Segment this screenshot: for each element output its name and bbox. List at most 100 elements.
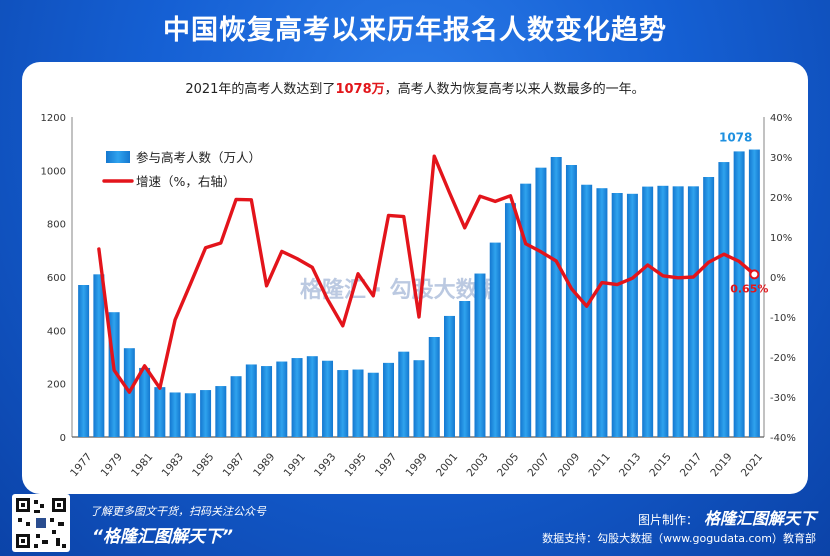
- y-right-tick-label: -10%: [770, 313, 796, 324]
- bar-2013: [626, 193, 638, 437]
- bar-2014: [642, 186, 654, 437]
- legend-bar-swatch: [106, 151, 130, 163]
- x-tick-label: 2021: [739, 451, 765, 479]
- watermark: 格隆汇 · 勾股大数据: [300, 278, 500, 303]
- footer-credit-brand: 格隆汇图解天下: [703, 509, 816, 528]
- bar-1989: [261, 366, 273, 437]
- x-tick-label: 2007: [525, 451, 551, 479]
- footer-promo-text: 了解更多图文干货，扫码关注公众号: [90, 505, 266, 518]
- y-right-tick-label: 40%: [770, 113, 792, 124]
- bar-1998: [398, 351, 410, 437]
- x-tick-label: 1991: [282, 451, 308, 479]
- growth-value-label-2021: 0.65%: [730, 282, 768, 295]
- x-tick-label: 2015: [647, 451, 673, 479]
- x-tick-label: 2011: [586, 451, 612, 479]
- bar-2011: [596, 188, 608, 437]
- subtitle-highlight: 1078万: [335, 82, 385, 97]
- footer-account-name: “格隆汇图解天下”: [92, 527, 233, 547]
- y-right-tick-label: 0%: [770, 273, 786, 284]
- y-left-tick-label: 200: [47, 380, 66, 391]
- bar-1991: [291, 358, 303, 437]
- y-right-tick-label: -20%: [770, 353, 796, 364]
- bar-1983: [169, 392, 181, 437]
- bar-1990: [276, 361, 288, 437]
- x-tick-label: 2013: [617, 451, 643, 479]
- bar-1982: [154, 387, 166, 437]
- bar-2003: [474, 273, 486, 437]
- bar-2017: [687, 186, 699, 437]
- footer-data-support: 数据支持：勾股大数据（www.gogudata.com）教育部: [542, 532, 816, 545]
- bar-1996: [367, 372, 379, 437]
- bar-1979: [108, 312, 120, 437]
- x-tick-label: 2009: [556, 451, 582, 479]
- x-tick-label: 2001: [434, 451, 460, 479]
- bar-2015: [657, 185, 669, 437]
- bar-1994: [337, 370, 349, 437]
- bar-2018: [703, 177, 715, 437]
- y-right-tick-label: 30%: [770, 153, 792, 164]
- x-tick-label: 1989: [251, 451, 277, 479]
- bar-1984: [184, 393, 196, 437]
- footer-credit: 图片制作： 格隆汇图解天下: [638, 505, 816, 529]
- bar-2000: [428, 337, 440, 437]
- legend-line-label: 增速（%，右轴）: [136, 174, 235, 189]
- x-tick-label: 1997: [373, 451, 399, 479]
- y-right-tick-label: 20%: [770, 193, 792, 204]
- bar-1987: [230, 376, 242, 437]
- bar-1985: [200, 390, 212, 437]
- bar-1992: [306, 356, 318, 437]
- y-left-tick-label: 400: [47, 326, 66, 337]
- y-right-tick-label: -30%: [770, 393, 796, 404]
- bar-1999: [413, 360, 425, 437]
- bar-2021: [748, 149, 760, 438]
- bar-1997: [383, 362, 394, 437]
- chart-subtitle: 2021年的高考人数达到了1078万，高考人数为恢复高考以来人数最多的一年。: [0, 78, 830, 97]
- bar-1988: [245, 364, 257, 437]
- bar-1977: [78, 285, 90, 437]
- bar-2004: [489, 242, 501, 437]
- bar-2006: [520, 183, 532, 437]
- x-tick-label: 2005: [495, 451, 521, 479]
- growth-line-series: [97, 154, 757, 394]
- bar-2001: [444, 315, 455, 437]
- subtitle-prefix: 2021年的高考人数达到了: [185, 82, 336, 97]
- bar-1981: [139, 367, 151, 437]
- bar-2002: [459, 301, 471, 437]
- x-tick-label: 1983: [160, 451, 186, 479]
- bar-1986: [215, 386, 227, 437]
- bar-2020: [733, 151, 745, 437]
- y-left-tick-label: 1000: [41, 166, 66, 177]
- y-right-tick-label: -40%: [770, 433, 796, 444]
- y-left-tick-label: 600: [47, 273, 66, 284]
- y-left-tick-label: 1200: [41, 113, 66, 124]
- bar-2008: [550, 157, 562, 437]
- bar-2010: [581, 184, 593, 437]
- x-tick-label: 1977: [68, 451, 94, 479]
- growth-last-point: [749, 269, 760, 280]
- x-tick-label: 1987: [221, 451, 247, 479]
- x-tick-label: 2003: [464, 451, 490, 479]
- legend-bar-label: 参与高考人数（万人）: [136, 150, 261, 165]
- y-right-tick-label: 10%: [770, 233, 792, 244]
- bar-1993: [322, 360, 334, 437]
- qr-code-icon: [12, 494, 70, 552]
- bar-2007: [535, 167, 547, 437]
- bar-2009: [565, 165, 577, 437]
- subtitle-suffix: ，高考人数为恢复高考以来人数最多的一年。: [384, 82, 645, 97]
- bar-value-label-2021: 1078: [719, 131, 752, 145]
- x-tick-label: 1993: [312, 451, 338, 479]
- y-left-tick-label: 0: [60, 433, 66, 444]
- x-tick-label: 2019: [708, 451, 734, 479]
- footer-credit-label: 图片制作：: [637, 513, 698, 527]
- x-tick-label: 1985: [190, 451, 216, 479]
- bar-1978: [93, 274, 105, 437]
- page-title: 中国恢复高考以来历年报名人数变化趋势: [163, 15, 667, 46]
- bar-2016: [672, 186, 684, 437]
- bar-1995: [352, 369, 364, 437]
- bar-2012: [611, 193, 623, 437]
- bar-2019: [718, 162, 730, 438]
- x-tick-label: 1981: [129, 451, 155, 479]
- x-tick-label: 1995: [343, 451, 369, 479]
- x-tick-label: 1999: [404, 451, 430, 479]
